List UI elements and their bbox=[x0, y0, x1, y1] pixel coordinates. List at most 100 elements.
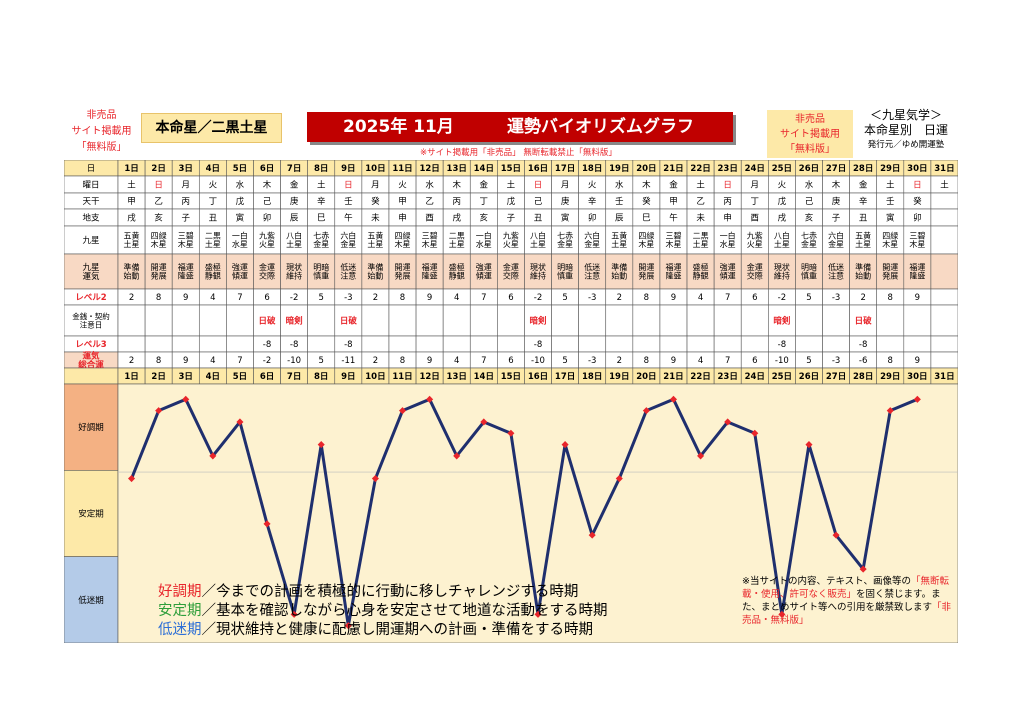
total-row-value: -3 bbox=[588, 356, 596, 366]
day-row-value: 14日 bbox=[474, 164, 494, 174]
data-point bbox=[588, 531, 596, 539]
money-row-cell bbox=[198, 304, 227, 337]
star-row-value: 五黄土星 bbox=[855, 230, 871, 249]
star-row-value: 七赤金星 bbox=[313, 231, 329, 249]
day-row-value: 23日 bbox=[718, 164, 738, 174]
branch-row-value: 未 bbox=[371, 212, 380, 223]
wd-row-value: 土 bbox=[507, 179, 516, 190]
day-row-value: 5日 bbox=[233, 164, 247, 174]
money-row-cell bbox=[415, 304, 444, 337]
star-row-cell bbox=[930, 225, 958, 255]
data-point bbox=[480, 418, 488, 426]
data-point bbox=[182, 395, 190, 403]
day-row-value: 12日 bbox=[419, 164, 439, 174]
lv2-row-value: 9 bbox=[427, 293, 432, 303]
zone-label-cell bbox=[64, 556, 119, 643]
money-row-cell bbox=[605, 304, 634, 337]
day-row-value: 4日 bbox=[206, 164, 220, 174]
branch-row-value: 亥 bbox=[480, 212, 489, 223]
star-row-value: 四緑木星 bbox=[395, 230, 411, 249]
page-title: 2025年 11月 運勢バイオリズムグラフ bbox=[307, 112, 733, 142]
lv3-row-cell bbox=[198, 335, 227, 353]
fort-row-value: 盛極静観 bbox=[693, 262, 709, 281]
data-point bbox=[913, 395, 921, 403]
day-footer-row-value: 15日 bbox=[501, 372, 521, 382]
wd-row-value: 月 bbox=[751, 180, 760, 190]
branch-row-value: 戌 bbox=[452, 212, 461, 223]
stem-row-value: 丙 bbox=[723, 197, 732, 207]
star-row-value: 五黄土星 bbox=[611, 230, 627, 249]
total-row-value: 8 bbox=[644, 356, 649, 366]
day-row-value: 17日 bbox=[555, 164, 575, 174]
day-footer-row-value: 11日 bbox=[392, 372, 412, 382]
day-footer-row-value: 31日 bbox=[934, 372, 954, 382]
data-point bbox=[615, 475, 623, 483]
wd-row-value: 火 bbox=[398, 180, 407, 190]
data-point bbox=[778, 610, 786, 618]
legend-stable-desc: ／基本を確認しながら心身を安定させて地道な活動をする時期 bbox=[201, 603, 608, 619]
day-row-value: 11日 bbox=[392, 164, 412, 174]
fort-row-value: 福運隆盛 bbox=[178, 263, 194, 281]
total-row-value: -10 bbox=[287, 356, 301, 366]
star-row-value: 六白金星 bbox=[828, 230, 844, 249]
lv2-row-value: 5 bbox=[562, 293, 567, 303]
money-row-cell bbox=[876, 304, 905, 337]
day-row-value: 10日 bbox=[365, 164, 385, 174]
lv2-row-value: 8 bbox=[888, 293, 893, 303]
lv3-row-cell bbox=[442, 335, 471, 353]
money-row-cell bbox=[117, 304, 146, 337]
lv3-row-cell bbox=[226, 335, 254, 353]
fort-row-cell bbox=[876, 253, 905, 290]
wd-row-value: 木 bbox=[832, 179, 841, 190]
lv2-row-label: レベル2 bbox=[75, 293, 107, 303]
data-point bbox=[724, 418, 732, 426]
data-point bbox=[371, 475, 379, 483]
wd-row-value: 水 bbox=[805, 179, 814, 190]
wd-row-value: 金 bbox=[480, 179, 489, 190]
money-row-value: 暗剣 bbox=[529, 315, 546, 326]
stem-row-value: 庚 bbox=[832, 196, 841, 207]
day-footer-row-value: 29日 bbox=[880, 372, 900, 382]
lv3-row-value: -8 bbox=[344, 340, 352, 350]
star-row-value: 四緑木星 bbox=[638, 230, 654, 249]
day-footer-row-value: 26日 bbox=[799, 372, 819, 382]
lv3-row-cell bbox=[171, 335, 200, 353]
fort-row-cell bbox=[117, 253, 146, 290]
branch-row-value: 辰 bbox=[290, 213, 299, 223]
right-line-1: 非売品 bbox=[795, 114, 825, 125]
day-footer-row-value: 16日 bbox=[528, 372, 548, 382]
star-row-label: 九星 bbox=[82, 236, 99, 246]
day-footer-row-value: 19日 bbox=[609, 372, 629, 382]
total-row-value: 9 bbox=[915, 356, 920, 366]
stem-row-label: 天干 bbox=[82, 197, 100, 207]
branch-row-value: 卯 bbox=[913, 213, 922, 223]
branch-row-value: 子 bbox=[507, 213, 516, 223]
money-row-cell bbox=[686, 304, 715, 337]
star-row-value: 三碧木星 bbox=[909, 230, 925, 249]
title-text: 運勢バイオリズムグラフ bbox=[507, 117, 694, 137]
branch-row-value: 寅 bbox=[886, 212, 895, 223]
day-footer-row-value: 27日 bbox=[826, 372, 846, 382]
day-footer-row-value: 3日 bbox=[179, 372, 193, 382]
fort-row-value: 低迷注意 bbox=[584, 262, 600, 281]
lv3-row-cell bbox=[930, 335, 958, 353]
stem-row-value: 壬 bbox=[344, 196, 353, 207]
branch-row-value: 辰 bbox=[615, 213, 624, 223]
fort-row-value: 明暗慎重 bbox=[801, 262, 817, 281]
lv3-row-cell bbox=[415, 335, 444, 353]
legend-stable-name: 安定期 bbox=[158, 603, 202, 619]
fort-row-value: 準備始動 bbox=[855, 262, 871, 281]
fort-row-value: 現状維持 bbox=[286, 262, 302, 281]
branch-row-value: 戌 bbox=[127, 212, 136, 223]
day-row-value: 9日 bbox=[341, 164, 355, 174]
title-year-month: 2025年 11月 bbox=[343, 117, 454, 137]
lv3-row-cell bbox=[117, 335, 146, 353]
data-point bbox=[561, 441, 569, 449]
day-row-value: 27日 bbox=[826, 164, 846, 174]
money-row-cell bbox=[578, 304, 607, 337]
wd-row-value: 日 bbox=[534, 180, 543, 190]
star-row-value: 一白水星 bbox=[232, 230, 248, 249]
total-row-value: 2 bbox=[129, 356, 134, 366]
lv3-row-value: -8 bbox=[778, 340, 786, 350]
day-row-value: 2日 bbox=[151, 164, 165, 174]
